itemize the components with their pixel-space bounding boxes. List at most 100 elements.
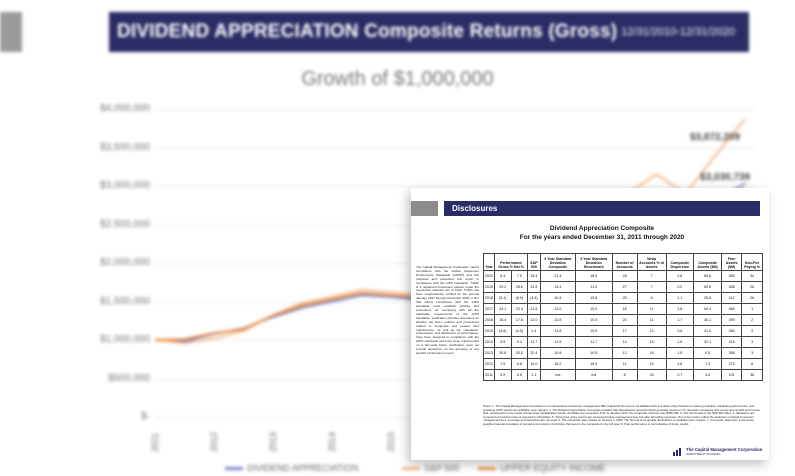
table-row: 2014 9.9 9.4 13.7 11.5 11.7 14 15 1.6 32.1 415 3 bbox=[483, 336, 763, 348]
table-cell: 8 bbox=[611, 369, 638, 381]
table-cell: 27 bbox=[611, 281, 638, 293]
table-cell: 2012 bbox=[483, 358, 495, 370]
table-cell: 60.4 bbox=[693, 303, 723, 315]
table-cell: 279 bbox=[721, 358, 743, 370]
y-tick-label: $500,000 bbox=[108, 372, 150, 384]
table-cell: 7.5 bbox=[494, 358, 512, 370]
table-row: 2015 (3.6) (4.0) 1.4 12.8 10.5 17 13 0.6 41.0 384 3 bbox=[483, 325, 763, 337]
table-header-row: Year Performance Gross % Net % S&P 500 3 Ye… bbox=[483, 253, 763, 271]
table-cell: 3 bbox=[741, 325, 763, 337]
end-label-dividend: $3,030,739 bbox=[700, 172, 751, 183]
table-cell: 69.6 bbox=[693, 281, 723, 293]
table-cell: 5.5 bbox=[510, 369, 529, 381]
table-cell: 3.6 bbox=[693, 369, 723, 381]
legend-label: UPPER EQUITY INCOME bbox=[500, 463, 606, 473]
table-cell: 7.3 bbox=[693, 358, 723, 370]
table-row: 2013 30.8 30.0 32.4 10.8 10.5 12 16 1.5 0.5 358 3 bbox=[483, 347, 763, 359]
table-row: 2016 18.4 17.8 12.0 10.8 10.4 20 11 1.7 40.1 399 2 bbox=[483, 314, 763, 326]
table-cell: 2013 bbox=[483, 347, 495, 359]
table-cell: 11.7 bbox=[575, 336, 613, 348]
table-cell: 89.6 bbox=[693, 270, 723, 282]
y-tick-label: $3,500,000 bbox=[100, 141, 151, 153]
table-cell: 415 bbox=[721, 336, 743, 348]
legend-swatch bbox=[225, 467, 243, 471]
table-cell: 6 bbox=[636, 292, 667, 304]
slide-date-range: 12/31/2010-12/31/2020 bbox=[621, 26, 735, 38]
table-cell: 11 bbox=[636, 303, 667, 315]
table-cell: 2020 bbox=[483, 270, 495, 282]
table-cell: 201 bbox=[721, 369, 743, 381]
table-cell: 2016 bbox=[483, 314, 495, 326]
table-cell: 9.9 bbox=[494, 336, 512, 348]
table-row: 2012 7.5 6.8 16.0 16.2 16.5 11 15 1.8 7.3 279 8 bbox=[483, 358, 763, 370]
disclosure-card: Disclosures Dividend Appreciation Compos… bbox=[411, 188, 769, 460]
table-cell: 26 bbox=[741, 292, 763, 304]
table-cell: 15 bbox=[636, 336, 667, 348]
table-cell: 1.4 bbox=[527, 325, 541, 337]
table-body: 2020 8.4 7.9 18.4 21.4 18.5 28 7 2.8 89.6 465 34 201… bbox=[483, 270, 763, 381]
table-cell: 28.6 bbox=[510, 281, 529, 293]
legend-item-sp500: S&P 500 bbox=[402, 463, 459, 473]
table-cell: 25 bbox=[611, 292, 638, 304]
y-tick-label: $2,500,000 bbox=[100, 218, 151, 230]
legend-label: DIVIDEND APPRECIATION bbox=[247, 463, 359, 473]
table-cell: 1.8 bbox=[665, 358, 695, 370]
table-cell: 10.8 bbox=[539, 347, 577, 359]
table-cell: 29.2 bbox=[494, 281, 512, 293]
table-cell: 6.8 bbox=[510, 358, 529, 370]
table-cell: 16.2 bbox=[539, 358, 577, 370]
legend-label: S&P 500 bbox=[424, 463, 460, 473]
table-cell: 30.0 bbox=[510, 347, 529, 359]
performance-table: Year Performance Gross % Net % S&P 500 3 Ye… bbox=[483, 253, 763, 381]
table-cell: 16.0 bbox=[527, 358, 541, 370]
table-cell: 1 bbox=[741, 303, 763, 315]
slide-title: DIVIDEND APPRECIATION Composite Returns … bbox=[117, 21, 618, 42]
table-cell: 26 bbox=[741, 281, 763, 293]
table-cell: 11 bbox=[636, 314, 667, 326]
column-header: Performance Gross % Net % bbox=[493, 253, 529, 271]
column-header: Firm Assets ($M) bbox=[721, 253, 743, 271]
column-header: Number of Accounts bbox=[611, 253, 638, 271]
table-cell: 0.6 bbox=[665, 325, 695, 337]
table-cell: 23.4 bbox=[510, 303, 529, 315]
table-cell: 8 bbox=[741, 358, 763, 370]
table-cell: 12.0 bbox=[539, 303, 577, 315]
table-cell: 1.5 bbox=[665, 347, 695, 359]
table-cell: 412 bbox=[721, 292, 743, 304]
table-cell: 21.8 bbox=[527, 303, 541, 315]
company-logo: The Capital Management Corporation INVES… bbox=[673, 447, 763, 457]
legend-item-dividend: DIVIDEND APPRECIATION bbox=[225, 463, 358, 473]
legend-swatch bbox=[478, 467, 496, 471]
card-accent-bar bbox=[411, 201, 438, 216]
table-cell: 24 bbox=[636, 369, 667, 381]
table-cell: 10.4 bbox=[539, 292, 577, 304]
table-cell: n/a bbox=[575, 369, 613, 381]
table-cell: 18 bbox=[611, 303, 638, 315]
table-cell: 3 bbox=[741, 336, 763, 348]
table-cell: 18.4 bbox=[494, 314, 512, 326]
table-cell: 16.5 bbox=[575, 358, 613, 370]
table-cell: 10.0 bbox=[575, 303, 613, 315]
table-cell: 0.7 bbox=[665, 369, 695, 381]
table-cell: 17.8 bbox=[510, 314, 529, 326]
card-header: Disclosures bbox=[444, 201, 760, 216]
table-cell: 14 bbox=[611, 336, 638, 348]
table-cell: 399 bbox=[721, 314, 743, 326]
table-cell: (3.6) bbox=[494, 325, 512, 337]
table-cell: (5.1) bbox=[494, 292, 512, 304]
table-cell: 5.9 bbox=[494, 369, 512, 381]
column-header: Wrap Accounts % of Assets bbox=[636, 253, 667, 271]
column-header: Non-Fee Paying % bbox=[741, 253, 763, 271]
table-cell: 1.7 bbox=[665, 314, 695, 326]
table-cell: 13 bbox=[636, 325, 667, 337]
table-cell: 7 bbox=[636, 270, 667, 282]
table-cell: 10.5 bbox=[575, 347, 613, 359]
compliance-text: The Capital Management Corporation claim… bbox=[416, 265, 479, 355]
table-cell: 2 bbox=[741, 314, 763, 326]
chart-title: Growth of $1,000,000 bbox=[301, 68, 494, 90]
table-cell: 41.0 bbox=[693, 325, 723, 337]
end-label-sp500: $3,872,209 bbox=[690, 132, 741, 143]
gridline bbox=[155, 147, 755, 149]
table-cell: 18.4 bbox=[527, 270, 541, 282]
table-cell: 7.9 bbox=[510, 270, 529, 282]
